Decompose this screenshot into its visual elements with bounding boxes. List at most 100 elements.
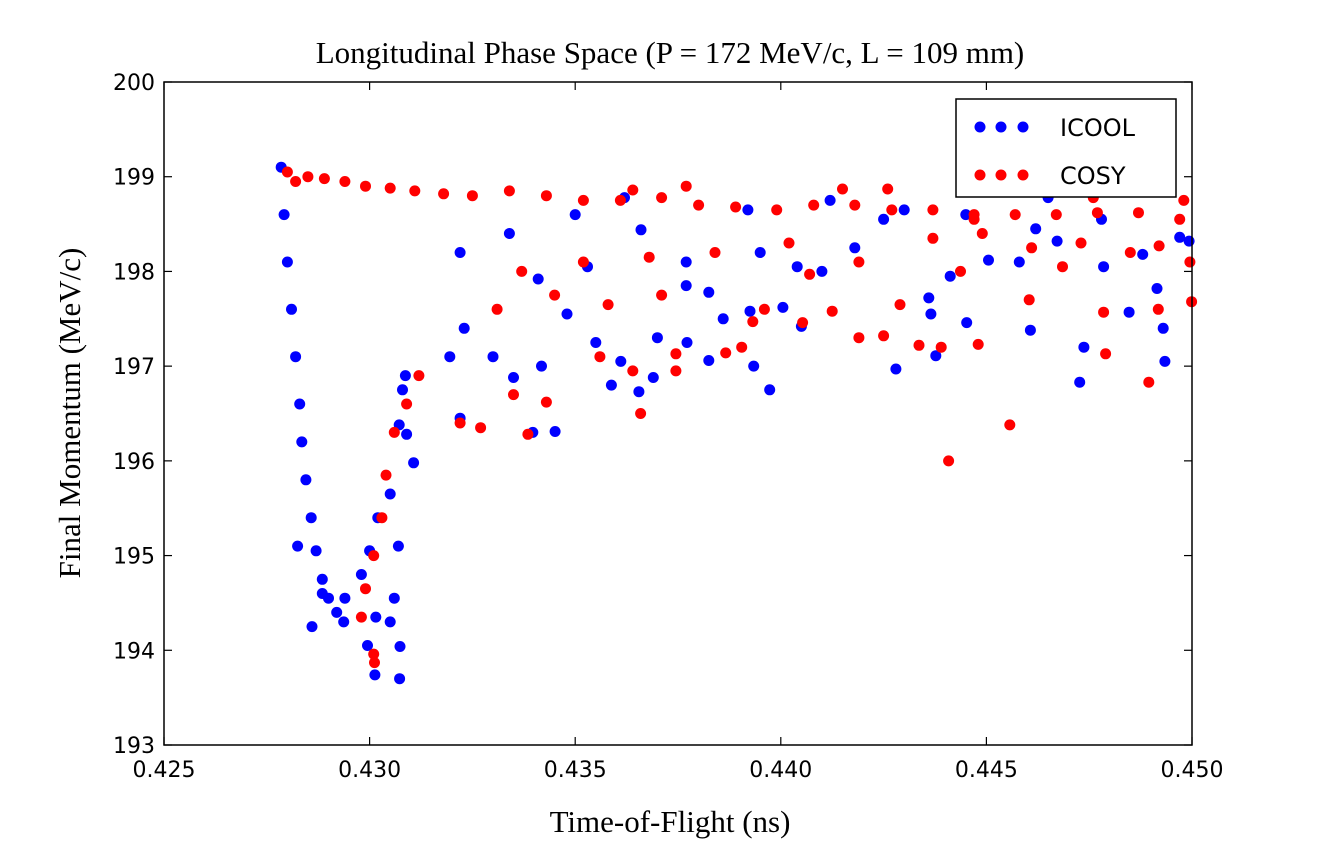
data-point-cosy <box>360 583 371 595</box>
data-point-cosy <box>1124 247 1136 258</box>
data-point-cosy <box>1050 209 1062 221</box>
data-point-cosy <box>438 188 450 200</box>
data-point-cosy <box>1098 306 1110 318</box>
data-point-icool <box>1183 235 1195 247</box>
data-point-icool <box>1051 235 1063 247</box>
data-point-icool <box>487 351 499 363</box>
data-point-cosy <box>1100 348 1112 360</box>
y-tick-label: 199 <box>113 166 155 191</box>
data-point-icool <box>898 204 910 216</box>
data-point-icool <box>305 512 317 524</box>
legend: ICOOL COSY <box>955 98 1177 198</box>
data-point-cosy <box>797 317 809 329</box>
data-point-cosy <box>401 398 413 410</box>
data-point-cosy <box>376 512 388 524</box>
data-point-cosy <box>1152 303 1164 315</box>
data-point-icool <box>310 545 322 557</box>
data-point-icool <box>401 428 413 440</box>
plot-frame <box>163 81 1193 746</box>
data-point-icool <box>1030 223 1042 235</box>
data-point-cosy <box>1026 242 1038 254</box>
data-point-icool <box>651 332 663 344</box>
data-point-cosy <box>837 183 848 195</box>
data-point-icool <box>399 370 411 382</box>
data-point-icool <box>549 426 561 437</box>
data-point-cosy <box>1133 207 1144 219</box>
data-point-cosy <box>747 316 759 328</box>
data-point-cosy <box>388 426 400 438</box>
data-point-cosy <box>670 365 682 377</box>
data-point-cosy <box>849 199 861 211</box>
data-point-icool <box>1024 324 1036 336</box>
data-point-cosy <box>577 256 589 268</box>
data-point-cosy <box>540 190 552 202</box>
data-point-icool <box>744 305 756 317</box>
data-point-icool <box>384 616 396 628</box>
data-point-icool <box>960 209 972 221</box>
data-point-icool <box>748 360 760 372</box>
data-point-icool <box>397 384 408 396</box>
data-point-icool <box>532 273 544 285</box>
data-point-icool <box>890 363 902 375</box>
data-point-icool <box>316 588 328 599</box>
legend-marker-icool <box>974 121 986 133</box>
data-point-cosy <box>281 166 293 178</box>
data-point-cosy <box>1057 261 1068 273</box>
data-point-icool <box>1174 231 1186 243</box>
data-point-icool <box>508 372 519 383</box>
data-point-icool <box>615 355 627 367</box>
legend-marker-icool <box>1017 121 1029 133</box>
data-point-cosy <box>466 190 478 202</box>
data-point-cosy <box>643 251 655 263</box>
data-point-cosy <box>804 268 816 280</box>
data-point-icool <box>777 301 789 313</box>
data-point-icool <box>878 213 890 225</box>
data-point-cosy <box>413 370 425 382</box>
x-tick-label: 0.450 <box>1161 758 1224 783</box>
data-point-icool <box>300 474 312 486</box>
data-point-icool <box>717 313 729 325</box>
data-point-icool <box>1137 248 1149 260</box>
y-tick-label: 194 <box>113 639 155 664</box>
data-point-cosy <box>927 232 939 244</box>
data-point-cosy <box>1091 207 1103 219</box>
data-point-icool <box>680 256 692 268</box>
data-point-cosy <box>968 213 980 225</box>
y-tick-label: 193 <box>113 734 155 759</box>
data-point-icool <box>635 224 647 236</box>
y-tick-label: 198 <box>113 260 155 285</box>
data-point-cosy <box>736 341 748 353</box>
data-point-icool <box>605 379 617 391</box>
data-point-cosy <box>384 182 396 194</box>
data-point-cosy <box>955 265 966 277</box>
data-point-cosy <box>380 469 392 481</box>
data-point-icool <box>1159 355 1171 367</box>
data-point-icool <box>294 398 306 410</box>
data-point-icool <box>1151 283 1163 294</box>
data-point-icool <box>1074 376 1086 388</box>
data-point-cosy <box>913 339 925 351</box>
data-point-icool <box>1123 306 1135 318</box>
data-point-cosy <box>1184 256 1196 268</box>
data-point-icool <box>681 337 693 348</box>
data-point-icool <box>647 372 659 383</box>
data-point-cosy <box>927 204 939 216</box>
data-point-icool <box>569 209 581 221</box>
data-point-icool <box>369 669 381 681</box>
data-point-icool <box>408 457 420 469</box>
plot-points <box>275 161 1198 685</box>
data-point-cosy <box>680 180 692 192</box>
data-point-icool <box>703 286 715 298</box>
data-point-icool <box>331 606 343 618</box>
data-point-icool <box>454 247 466 258</box>
data-point-cosy <box>771 204 783 216</box>
data-point-icool <box>791 261 803 273</box>
data-point-icool <box>703 355 715 366</box>
data-point-cosy <box>614 194 626 206</box>
data-point-icool <box>392 540 404 552</box>
data-point-cosy <box>602 299 614 311</box>
y-tick-label: 197 <box>113 355 155 380</box>
data-point-cosy <box>656 289 668 301</box>
data-point-icool <box>388 592 400 604</box>
data-point-icool <box>764 384 776 396</box>
